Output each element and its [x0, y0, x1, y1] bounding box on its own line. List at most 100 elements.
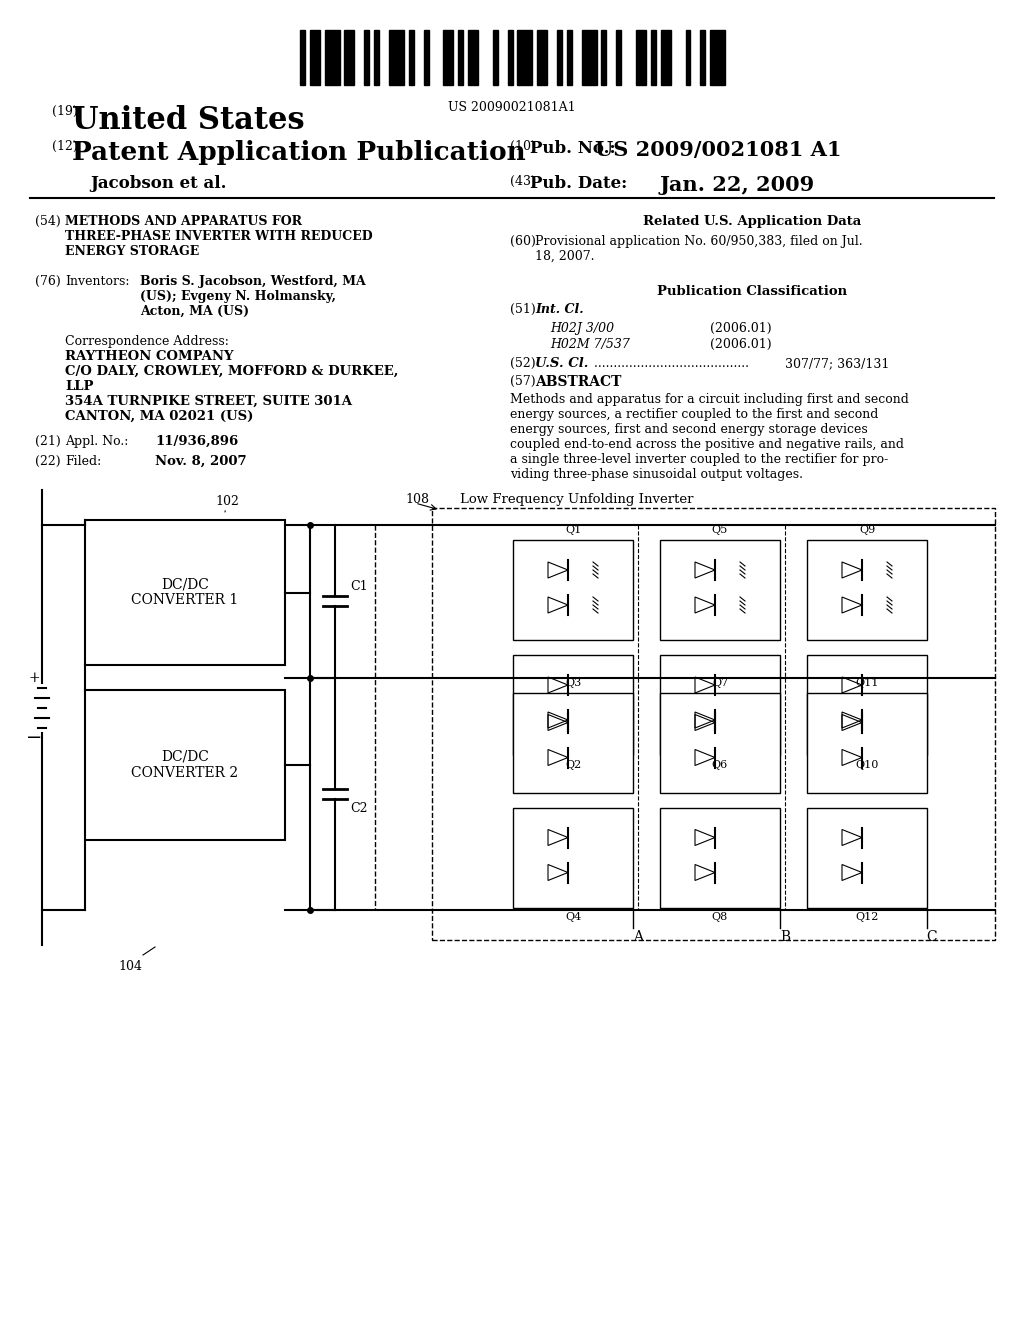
Text: H02M 7/537: H02M 7/537: [550, 338, 630, 351]
Text: (19): (19): [52, 106, 78, 117]
Text: ........................................: ........................................: [590, 356, 753, 370]
Bar: [601, 30, 606, 84]
Text: A: A: [633, 931, 643, 944]
Bar: [807, 808, 927, 908]
Text: Nov. 8, 2007: Nov. 8, 2007: [155, 455, 247, 469]
Bar: [513, 540, 633, 640]
Text: Pub. Date:: Pub. Date:: [530, 176, 628, 191]
Text: Appl. No.:: Appl. No.:: [65, 436, 128, 447]
Text: C: C: [927, 931, 937, 944]
Text: (21): (21): [35, 436, 60, 447]
Bar: [513, 693, 633, 792]
Text: Jan. 22, 2009: Jan. 22, 2009: [660, 176, 815, 195]
Text: Patent Application Publication: Patent Application Publication: [72, 140, 525, 165]
Text: METHODS AND APPARATUS FOR
THREE-PHASE INVERTER WITH REDUCED
ENERGY STORAGE: METHODS AND APPARATUS FOR THREE-PHASE IN…: [65, 215, 373, 257]
Text: (10): (10): [510, 140, 536, 153]
Text: C2: C2: [350, 803, 368, 816]
Bar: [513, 655, 633, 755]
Text: Filed:: Filed:: [65, 455, 101, 469]
Text: DC/DC: DC/DC: [161, 750, 209, 764]
Text: Q9: Q9: [859, 525, 876, 535]
Text: Q8: Q8: [712, 912, 728, 923]
Bar: [685, 30, 690, 84]
Text: 307/77; 363/131: 307/77; 363/131: [785, 356, 890, 370]
Bar: [310, 30, 319, 84]
Text: Q7: Q7: [712, 677, 728, 688]
Text: +: +: [29, 671, 40, 685]
Bar: [508, 30, 513, 84]
Bar: [582, 30, 597, 84]
Text: Correspondence Address:: Correspondence Address:: [65, 335, 229, 348]
Text: Jacobson et al.: Jacobson et al.: [90, 176, 226, 191]
Bar: [432, 508, 995, 940]
Text: (52): (52): [510, 356, 536, 370]
Text: Q4: Q4: [565, 912, 582, 923]
Bar: [458, 30, 463, 84]
Text: US 2009/0021081 A1: US 2009/0021081 A1: [595, 140, 842, 160]
Text: ABSTRACT: ABSTRACT: [535, 375, 622, 389]
Bar: [557, 30, 562, 84]
Text: Q3: Q3: [565, 677, 582, 688]
Bar: [660, 655, 780, 755]
Bar: [517, 30, 532, 84]
Bar: [344, 30, 354, 84]
Bar: [85, 520, 285, 665]
Text: Q1: Q1: [565, 525, 582, 535]
Bar: [85, 690, 285, 840]
Bar: [365, 30, 370, 84]
Text: Methods and apparatus for a circuit including first and second
energy sources, a: Methods and apparatus for a circuit incl…: [510, 393, 909, 480]
Text: (51): (51): [510, 304, 536, 315]
Bar: [807, 655, 927, 755]
Text: Boris S. Jacobson, Westford, MA
(US); Evgeny N. Holmansky,
Acton, MA (US): Boris S. Jacobson, Westford, MA (US); Ev…: [140, 275, 366, 318]
Text: CONVERTER 2: CONVERTER 2: [131, 766, 239, 780]
Text: Provisional application No. 60/950,383, filed on Jul.
18, 2007.: Provisional application No. 60/950,383, …: [535, 235, 862, 263]
Bar: [636, 30, 646, 84]
Text: U.S. Cl.: U.S. Cl.: [535, 356, 589, 370]
Text: C1: C1: [350, 579, 368, 593]
Bar: [807, 540, 927, 640]
Text: 11/936,896: 11/936,896: [155, 436, 239, 447]
Text: (76): (76): [35, 275, 60, 288]
Text: (60): (60): [510, 235, 536, 248]
Text: Q6: Q6: [712, 760, 728, 770]
Bar: [424, 30, 428, 84]
Bar: [374, 30, 379, 84]
Bar: [700, 30, 706, 84]
Bar: [409, 30, 414, 84]
Bar: [616, 30, 622, 84]
Text: United States: United States: [72, 106, 304, 136]
Text: (43): (43): [510, 176, 536, 187]
Bar: [325, 30, 340, 84]
Bar: [567, 30, 571, 84]
Text: (54): (54): [35, 215, 60, 228]
Text: (2006.01): (2006.01): [710, 322, 772, 335]
Bar: [468, 30, 478, 84]
Bar: [443, 30, 454, 84]
Text: 104: 104: [118, 960, 142, 973]
Text: DC/DC: DC/DC: [161, 578, 209, 591]
Text: H02J 3/00: H02J 3/00: [550, 322, 614, 335]
Text: 108: 108: [406, 492, 429, 506]
Text: Q5: Q5: [712, 525, 728, 535]
Bar: [389, 30, 403, 84]
Bar: [660, 540, 780, 640]
Bar: [538, 30, 547, 84]
Bar: [651, 30, 655, 84]
Text: (2006.01): (2006.01): [710, 338, 772, 351]
Text: Q10: Q10: [855, 760, 879, 770]
Text: (22): (22): [35, 455, 60, 469]
Text: Publication Classification: Publication Classification: [657, 285, 847, 298]
Bar: [513, 808, 633, 908]
Bar: [711, 30, 725, 84]
Text: Int. Cl.: Int. Cl.: [535, 304, 584, 315]
Text: RAYTHEON COMPANY
C/O DALY, CROWLEY, MOFFORD & DURKEE,
LLP
354A TURNPIKE STREET, : RAYTHEON COMPANY C/O DALY, CROWLEY, MOFF…: [65, 350, 398, 422]
Text: CONVERTER 1: CONVERTER 1: [131, 594, 239, 607]
Text: Q2: Q2: [565, 760, 582, 770]
Text: 102: 102: [215, 495, 239, 512]
Text: B: B: [780, 931, 791, 944]
Text: Low Frequency Unfolding Inverter: Low Frequency Unfolding Inverter: [460, 492, 693, 506]
Text: US 20090021081A1: US 20090021081A1: [449, 102, 575, 114]
Bar: [807, 693, 927, 792]
Text: (57): (57): [510, 375, 536, 388]
Text: Pub. No.:: Pub. No.:: [530, 140, 615, 157]
